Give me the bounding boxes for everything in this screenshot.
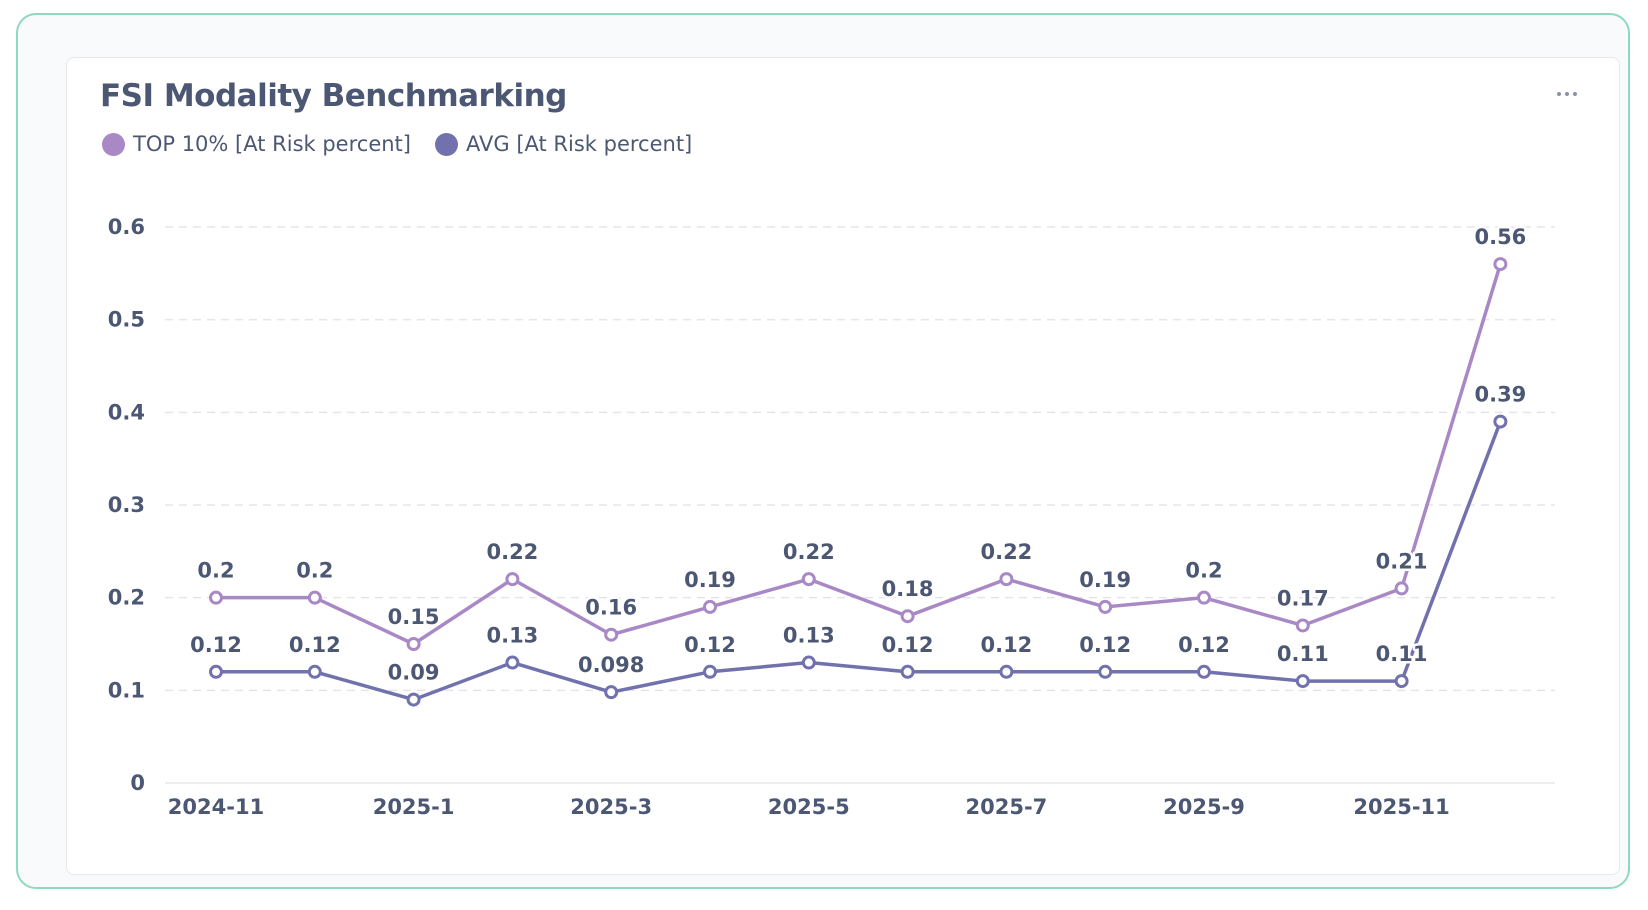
data-point-avg[interactable] bbox=[1394, 674, 1409, 689]
x-tick-label: 2025-9 bbox=[1163, 795, 1245, 819]
data-point-top10[interactable] bbox=[406, 637, 421, 651]
data-label: 0.19 bbox=[1079, 568, 1131, 592]
data-label: 0.09 bbox=[388, 661, 440, 685]
data-label: 0.22 bbox=[783, 540, 835, 564]
data-label: 0.56 bbox=[1474, 225, 1526, 249]
data-point-top10[interactable] bbox=[1394, 581, 1409, 596]
data-point-top10[interactable] bbox=[999, 572, 1014, 587]
data-label: 0.12 bbox=[289, 633, 341, 657]
series-line-avg bbox=[214, 419, 1503, 702]
y-tick-label: 0.1 bbox=[108, 678, 145, 702]
data-point-avg[interactable] bbox=[307, 664, 322, 679]
data-point-avg[interactable] bbox=[703, 664, 717, 679]
data-label: 0.17 bbox=[1277, 586, 1329, 610]
data-point-avg[interactable] bbox=[1197, 664, 1211, 679]
data-point-top10[interactable] bbox=[604, 627, 619, 642]
data-label: 0.15 bbox=[388, 605, 440, 629]
legend-swatch-top10 bbox=[102, 132, 125, 156]
data-label: 0.12 bbox=[190, 633, 242, 657]
data-point-avg[interactable] bbox=[505, 655, 520, 670]
data-point-top10[interactable] bbox=[505, 572, 520, 587]
data-point-top10[interactable] bbox=[307, 590, 322, 605]
data-point-avg[interactable] bbox=[209, 664, 223, 679]
data-label: 0.2 bbox=[296, 559, 333, 583]
legend-swatch-avg bbox=[434, 132, 458, 156]
data-point-top10[interactable] bbox=[900, 609, 915, 624]
data-label: 0.21 bbox=[1376, 549, 1428, 573]
data-label: 0.19 bbox=[684, 568, 736, 592]
data-label: 0.12 bbox=[980, 633, 1032, 657]
data-point-avg[interactable] bbox=[1295, 674, 1310, 689]
x-tick-label: 2024-11 bbox=[168, 795, 264, 819]
data-label: 0.18 bbox=[882, 577, 934, 601]
x-tick-label: 2025-11 bbox=[1353, 795, 1449, 819]
chart-legend: TOP 10% [At Risk percent] AVG [At Risk p… bbox=[102, 132, 692, 156]
data-label: 0.22 bbox=[980, 540, 1032, 564]
data-label: 0.2 bbox=[197, 559, 234, 583]
y-tick-label: 0.3 bbox=[108, 493, 145, 517]
data-point-avg[interactable] bbox=[1098, 664, 1113, 679]
data-label: 0.12 bbox=[684, 633, 736, 657]
data-point-avg[interactable] bbox=[801, 655, 816, 670]
y-tick-label: 0.6 bbox=[108, 215, 145, 239]
data-point-top10[interactable] bbox=[1098, 599, 1113, 614]
data-label: 0.39 bbox=[1474, 383, 1526, 407]
data-point-avg[interactable] bbox=[999, 664, 1014, 679]
data-point-top10[interactable] bbox=[1295, 618, 1310, 633]
chart-card: FSI Modality Benchmarking TOP 10% [At Ri… bbox=[66, 57, 1620, 875]
data-label: 0.13 bbox=[486, 624, 538, 648]
data-point-avg[interactable] bbox=[1493, 414, 1508, 429]
chart-title: FSI Modality Benchmarking bbox=[100, 78, 567, 114]
y-tick-label: 0.2 bbox=[108, 586, 145, 610]
legend-item-top10[interactable]: TOP 10% [At Risk percent] bbox=[102, 132, 411, 156]
data-point-top10[interactable] bbox=[1493, 257, 1508, 272]
y-tick-label: 0.4 bbox=[108, 400, 145, 424]
y-tick-label: 0.5 bbox=[108, 308, 145, 332]
y-tick-label: 0 bbox=[130, 771, 145, 795]
legend-label-avg: AVG [At Risk percent] bbox=[465, 132, 693, 156]
x-tick-label: 2025-7 bbox=[966, 795, 1048, 819]
data-label: 0.098 bbox=[578, 653, 644, 677]
data-point-avg[interactable] bbox=[406, 692, 421, 707]
data-point-top10[interactable] bbox=[703, 599, 717, 614]
data-point-avg[interactable] bbox=[900, 664, 915, 679]
data-label: 0.16 bbox=[585, 596, 637, 620]
legend-label-top10: TOP 10% [At Risk percent] bbox=[133, 132, 411, 156]
data-label: 0.12 bbox=[1178, 633, 1230, 657]
data-label: 0.11 bbox=[1376, 642, 1428, 666]
legend-item-avg[interactable]: AVG [At Risk percent] bbox=[434, 132, 693, 156]
data-point-top10[interactable] bbox=[1197, 590, 1211, 605]
data-label: 0.12 bbox=[882, 633, 934, 657]
data-label: 0.22 bbox=[486, 540, 538, 564]
x-tick-label: 2025-1 bbox=[373, 795, 455, 819]
data-label: 0.12 bbox=[1079, 633, 1131, 657]
data-label: 0.11 bbox=[1277, 642, 1329, 666]
series-line-top10 bbox=[214, 262, 1503, 646]
x-tick-label: 2025-3 bbox=[570, 795, 652, 819]
ellipsis-icon[interactable] bbox=[1549, 80, 1585, 108]
data-label: 0.2 bbox=[1185, 559, 1222, 583]
data-point-top10[interactable] bbox=[209, 590, 223, 605]
data-point-top10[interactable] bbox=[801, 572, 816, 587]
data-point-avg[interactable] bbox=[604, 685, 619, 700]
data-label: 0.13 bbox=[783, 624, 835, 648]
x-tick-label: 2025-5 bbox=[768, 795, 850, 819]
dashboard-card-frame: FSI Modality Benchmarking TOP 10% [At Ri… bbox=[16, 13, 1630, 889]
